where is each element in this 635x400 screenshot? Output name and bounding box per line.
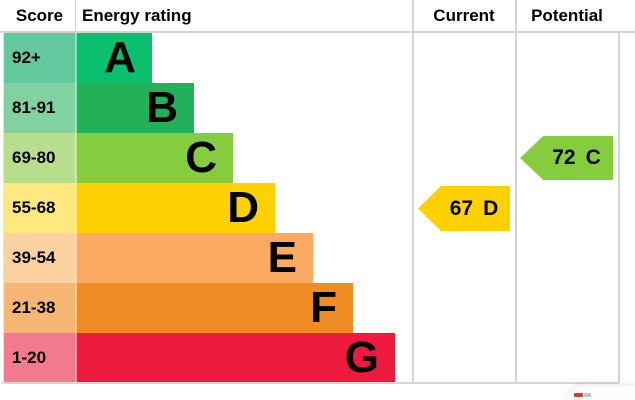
column-header-potential: Potential [531,6,603,25]
current-rating-value: 67 [449,196,474,220]
partial-logo-card[interactable] [570,386,635,400]
header-underline [0,31,635,33]
band-bar-e: E [76,233,313,283]
column-header-current: Current [433,6,495,25]
band-row-g: 1-20 G [0,333,635,383]
chart-right-border [618,31,620,383]
partial-logo-icon [574,393,583,397]
score-range-g: 1-20 [3,333,76,383]
chart-left-border [3,31,4,383]
band-bar-d: D [76,183,275,233]
score-range-e: 39-54 [3,233,76,283]
band-row-a: 92+ A [0,33,635,83]
potential-column-divider [515,0,517,383]
score-range-c: 69-80 [3,133,76,183]
column-header-score: Score [15,6,64,25]
band-letter-e: E [267,233,297,282]
band-row-b: 81-91 B [0,83,635,133]
band-letter-a: A [104,33,136,82]
band-letter-d: D [227,183,259,232]
score-range-b: 81-91 [3,83,76,133]
potential-rating-value: 72 [552,146,576,169]
current-rating-arrow: 67 D [418,186,510,231]
band-letter-b: B [146,83,178,132]
score-range-a: 92+ [3,33,76,83]
band-bar-f: F [76,283,353,333]
score-range-f: 21-38 [3,283,76,333]
band-bar-b: B [76,83,194,133]
band-row-f: 21-38 F [0,283,635,333]
chart-bottom-border [2,382,619,384]
band-letter-f: F [310,283,337,332]
score-column-divider [75,0,76,31]
band-rows: 92+ A 81-91 B 69-80 C 55-68 D 39-54 E 21… [0,33,635,383]
band-letter-g: G [344,333,379,382]
current-rating-band: D [483,196,499,220]
current-column-divider [412,0,414,383]
score-range-d: 55-68 [3,183,76,233]
column-header-energy-rating: Energy rating [82,6,192,25]
band-row-c: 69-80 C [0,133,635,183]
potential-rating-arrow: 72 C [520,136,613,180]
band-bar-c: C [76,133,233,183]
potential-rating-band: C [585,146,601,169]
score-bar-divider [75,33,77,383]
band-bar-a: A [76,33,152,83]
band-bar-g: G [76,333,395,383]
band-row-d: 55-68 D [0,183,635,233]
band-row-e: 39-54 E [0,233,635,283]
band-letter-c: C [185,133,217,182]
partial-logo-icon-fragment [584,393,591,397]
